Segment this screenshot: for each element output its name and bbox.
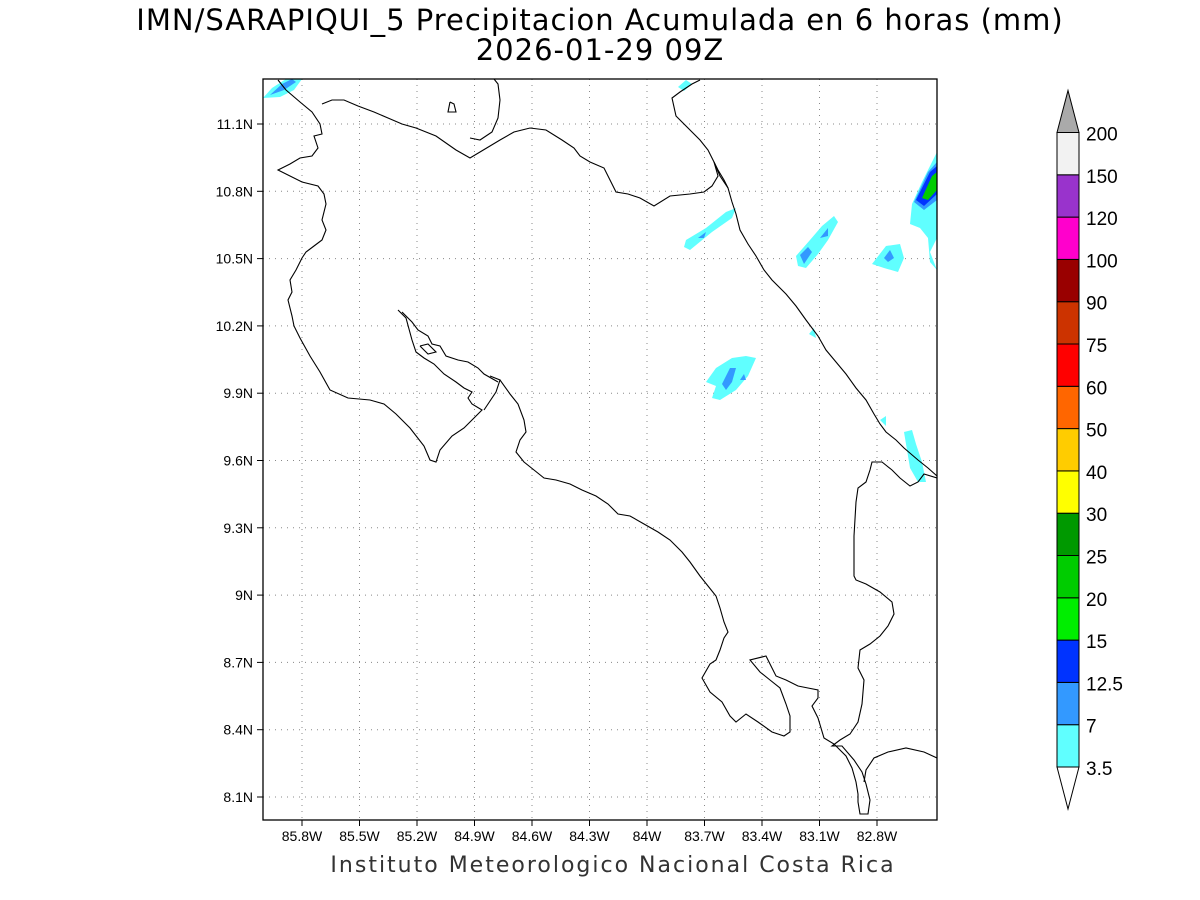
legend-swatch — [1056, 132, 1080, 176]
lon-tick-label: 83.4W — [742, 828, 783, 844]
precip-top-blob — [678, 80, 692, 91]
lat-tick-label: 9.6N — [223, 453, 253, 469]
legend-swatch — [1056, 470, 1080, 514]
lat-tick-label: 9.9N — [223, 385, 253, 401]
legend-level-label: 50 — [1086, 421, 1107, 442]
lat-tick-label: 8.4N — [223, 722, 253, 738]
map-subtitle: 2026-01-29 09Z — [475, 33, 725, 67]
legend-swatch — [1056, 428, 1080, 472]
legend-level-label: 3.5 — [1086, 759, 1112, 780]
caribbean-coast — [321, 99, 937, 477]
lon-tick-label: 85.8W — [282, 828, 323, 844]
precip-band-e — [904, 430, 926, 482]
precip-band-a-core — [698, 232, 706, 238]
legend-level-label: 90 — [1086, 294, 1107, 315]
panama-south — [863, 747, 937, 783]
legend-level-label: 200 — [1086, 125, 1118, 146]
gulf-coast — [483, 375, 501, 411]
legend-swatch — [1056, 597, 1080, 641]
lat-tick-label: 11.1N — [217, 116, 253, 132]
legend-level-label: 60 — [1086, 378, 1107, 399]
lat-tick-label: 10.5N — [216, 251, 253, 267]
pacific-central — [499, 379, 937, 815]
legend-swatch — [1056, 343, 1080, 387]
lat-tick-label: 9.3N — [223, 520, 253, 536]
map-title: IMN/SARAPIQUI_5 Precipitacion Acumulada … — [136, 3, 1064, 37]
legend-level-label: 100 — [1086, 251, 1118, 272]
lon-tick-label: 82.8W — [857, 828, 898, 844]
longitude-axis: 85.8W 85.5W 85.2W 84.9W 84.6W 84.3W 84W 83.7W 83… — [282, 820, 898, 844]
precip-band-e-dot — [880, 416, 886, 426]
legend-swatch — [1056, 681, 1080, 726]
precip-band-b-core2 — [820, 228, 828, 238]
lake-nicaragua — [469, 79, 501, 141]
precip-band-d-core — [722, 368, 736, 390]
legend-top-arrow — [1056, 88, 1080, 133]
legend-level-label: 120 — [1086, 209, 1118, 230]
lon-tick-label: 84.6W — [512, 828, 553, 844]
caribbean-north — [671, 79, 729, 189]
plot-frame — [262, 78, 938, 821]
legend-level-label: 15 — [1086, 632, 1107, 653]
lat-tick-label: 9N — [235, 587, 253, 603]
lon-tick-label: 84.3W — [569, 828, 610, 844]
lagoon-outline — [419, 343, 438, 355]
nicaragua-coast — [276, 79, 483, 463]
lon-tick-label: 84W — [633, 828, 663, 844]
lon-tick-label: 84.9W — [454, 828, 495, 844]
precip-band-b — [796, 216, 838, 268]
legend-level-label: 75 — [1086, 336, 1107, 357]
legend-swatch — [1056, 639, 1080, 683]
lat-tick-label: 8.7N — [223, 654, 253, 670]
legend-swatch — [1056, 555, 1080, 599]
legend-level-label: 40 — [1086, 463, 1107, 484]
legend-swatch — [1056, 385, 1080, 430]
precip-east-20 — [922, 172, 937, 200]
lake-island — [447, 101, 457, 113]
legend-level-label: 30 — [1086, 505, 1107, 526]
precip-band-a — [684, 208, 736, 250]
latitude-axis: 11.1N 10.8N 10.5N 10.2N 9.9N 9.6N 9.3N 9N 8.7N 8.… — [216, 116, 263, 805]
grid-lines — [263, 79, 937, 820]
legend-level-label: 20 — [1086, 590, 1107, 611]
color-legend: 3.5 7 12.5 15 20 25 30 40 50 60 75 90 100 120 150 200 — [1056, 88, 1123, 811]
legend-swatch — [1056, 512, 1080, 557]
legend-swatch — [1056, 216, 1080, 260]
legend-bottom-arrow — [1056, 766, 1080, 811]
legend-level-label: 150 — [1086, 167, 1118, 188]
precipitation-areas — [263, 79, 937, 482]
lon-tick-label: 85.5W — [339, 828, 380, 844]
coastlines — [276, 79, 937, 815]
legend-swatch — [1056, 258, 1080, 303]
lat-tick-label: 8.1N — [223, 789, 253, 805]
legend-level-label: 7 — [1086, 717, 1097, 738]
legend-swatch — [1056, 174, 1080, 218]
legend-swatch — [1056, 301, 1080, 345]
lat-tick-label: 10.8N — [216, 183, 253, 199]
lon-tick-label: 83.7W — [684, 828, 725, 844]
legend-level-label: 12.5 — [1086, 674, 1123, 695]
legend-level-label: 25 — [1086, 548, 1107, 569]
legend-swatch — [1056, 724, 1080, 768]
nicoya-inner — [401, 311, 499, 383]
precip-band-b-core — [800, 247, 812, 264]
precip-band-d-dot — [740, 374, 746, 380]
lon-tick-label: 83.1W — [799, 828, 840, 844]
precip-east-15 — [916, 166, 937, 206]
lat-tick-label: 10.2N — [216, 318, 253, 334]
credit-text: Instituto Meteorologico Nacional Costa R… — [330, 853, 896, 878]
precip-band-c-core — [884, 250, 894, 262]
lon-tick-label: 85.2W — [397, 828, 438, 844]
